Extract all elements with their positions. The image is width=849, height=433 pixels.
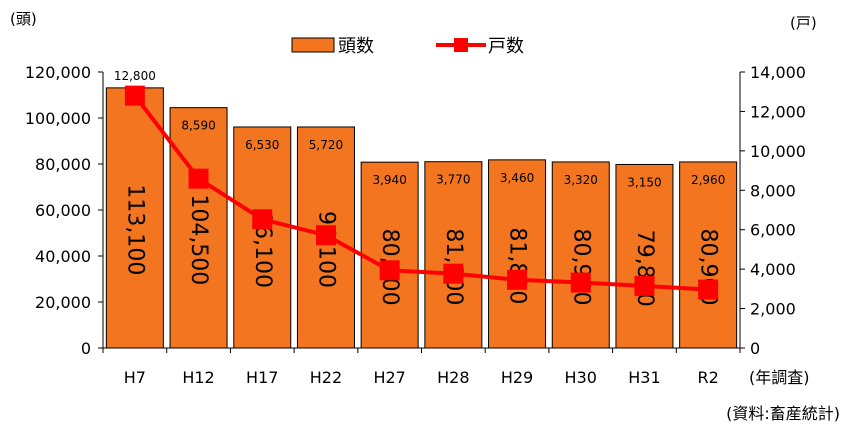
x-tick-labels: H7 H12 H17 H22 H27 H28 H29 H30 H31 R2	[124, 368, 719, 387]
line-point	[698, 279, 719, 300]
line-value-label: 3,150	[627, 175, 661, 189]
x-tick-label: H30	[565, 368, 597, 387]
y-left-tick-label: 20,000	[35, 293, 91, 312]
y-left-tick-label: 120,000	[25, 63, 91, 82]
line-series	[124, 85, 719, 300]
x-tick-label: H31	[628, 368, 660, 387]
bar-value-label: 96,100	[313, 211, 338, 288]
source-note: (資料:畜産統計)	[726, 404, 840, 423]
line-data-labels: 12,800 8,590 6,530 5,720 3,940 3,770 3,460 3,32…	[114, 69, 725, 190]
x-tick-label: R2	[698, 368, 719, 387]
x-tick-label: H28	[437, 368, 469, 387]
bar	[488, 159, 547, 349]
legend: 頭数 戸数	[291, 36, 524, 57]
y-left-tick-label: 40,000	[35, 247, 91, 266]
x-tick-label: H12	[182, 368, 214, 387]
bar	[169, 107, 228, 349]
line-value-label: 3,940	[372, 173, 406, 187]
line-point	[570, 272, 591, 293]
line-value-label: 2,960	[691, 173, 725, 187]
line-value-label: 5,720	[309, 138, 343, 152]
bar-value-label: 104,500	[186, 194, 211, 285]
line-point	[315, 225, 336, 246]
x-tick-label: H17	[246, 368, 278, 387]
line-value-label: 3,770	[436, 173, 470, 187]
y-right-tick-label: 12,000	[750, 102, 806, 121]
bar	[551, 161, 610, 349]
y-left-tick-label: 60,000	[35, 201, 91, 220]
bar-series	[105, 87, 738, 349]
y-right-tick-label: 8,000	[750, 181, 796, 200]
y-right-tick-label: 14,000	[750, 63, 806, 82]
y-left-unit: (頭)	[10, 10, 37, 28]
line-point	[379, 260, 400, 281]
bar	[615, 163, 674, 349]
y-left-tick-labels: 0 20,000 40,000 60,000 80,000 100,000 120,000	[25, 63, 91, 358]
bar-value-label: 113,100	[122, 184, 147, 275]
y-right-tick-label: 6,000	[750, 221, 796, 240]
bar-value-label: 81,800	[505, 227, 530, 304]
x-tick-label: H27	[373, 368, 405, 387]
line-point	[124, 85, 145, 106]
legend-bar-swatch	[291, 37, 335, 53]
legend-line-marker	[454, 38, 468, 52]
y-right-tick-label: 4,000	[750, 260, 796, 279]
legend-line-label: 戸数	[488, 36, 524, 57]
x-tick-label: H7	[124, 368, 146, 387]
line-path	[133, 94, 709, 292]
line-value-label: 3,460	[500, 171, 534, 185]
bar	[360, 161, 419, 349]
y-right-tick-label: 0	[750, 339, 760, 358]
y-left-tick-label: 100,000	[25, 109, 91, 128]
y-right-tick-labels: 0 2,000 4,000 6,000 8,000 10,000 12,000 14,000	[750, 63, 806, 358]
x-tick-label: H22	[310, 368, 342, 387]
y-right-tick-label: 2,000	[750, 300, 796, 319]
line-value-label: 8,590	[181, 119, 215, 133]
x-axis-suffix: (年調査)	[749, 368, 810, 387]
y-left-tick-label: 0	[81, 339, 91, 358]
line-value-label: 3,320	[564, 173, 598, 187]
bar	[424, 161, 483, 349]
line-point	[252, 209, 273, 230]
x-tick-label: H29	[501, 368, 533, 387]
y-right-tick-label: 10,000	[750, 142, 806, 161]
y-right-unit: (戸)	[790, 14, 817, 32]
bar	[679, 161, 738, 349]
y-left-tick-label: 80,000	[35, 155, 91, 174]
line-point	[507, 269, 528, 290]
line-value-label: 12,800	[114, 69, 156, 83]
axes	[98, 71, 745, 353]
line-point	[188, 168, 209, 189]
line-point	[634, 275, 655, 296]
bar-value-label: 80,900	[568, 228, 593, 305]
line-value-label: 6,530	[245, 138, 279, 152]
legend-bar-label: 頭数	[338, 36, 374, 57]
line-point	[443, 263, 464, 284]
